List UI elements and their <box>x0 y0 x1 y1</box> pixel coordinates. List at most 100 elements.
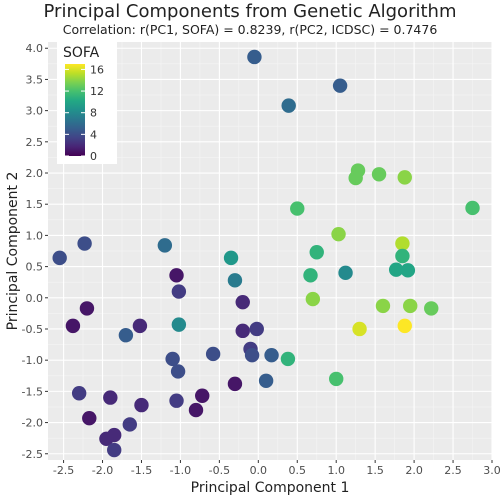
data-point <box>465 200 480 216</box>
data-point <box>79 301 95 316</box>
x-tick-label: -1.5 <box>131 464 152 477</box>
y-axis-ticks: -2.5 -2.0 -1.5 -1.0 -0.5 0.0 0.5 1.0 1.5 2.0 2.5 3.… <box>22 42 48 461</box>
legend-colorbar <box>65 64 85 156</box>
y-tick-label: 2.5 <box>26 136 44 149</box>
data-point <box>338 265 353 281</box>
data-point <box>281 98 296 113</box>
y-tick-label: -2.0 <box>22 417 43 430</box>
legend-label: 4 <box>90 128 97 141</box>
y-tick-label: -2.5 <box>22 448 43 461</box>
data-point <box>195 388 210 403</box>
data-point <box>77 236 92 251</box>
y-tick-label: -1.0 <box>22 354 43 367</box>
data-point <box>103 390 118 405</box>
grid-minor <box>48 42 492 460</box>
data-point <box>244 347 260 363</box>
data-point <box>395 236 410 251</box>
y-tick-label: 3.5 <box>26 73 44 86</box>
data-point <box>332 78 348 93</box>
data-point <box>352 321 367 337</box>
x-tick-label: -2.0 <box>92 464 113 477</box>
data-point <box>205 346 221 362</box>
data-point <box>235 323 250 339</box>
data-point <box>157 238 173 253</box>
data-point <box>71 386 87 401</box>
data-point <box>424 301 439 316</box>
data-point <box>188 402 204 418</box>
x-axis-title: Principal Component 1 <box>191 480 350 496</box>
x-tick-label: -1.0 <box>170 464 191 477</box>
data-point <box>264 347 279 363</box>
data-point <box>280 351 296 367</box>
x-tick-label: 2.0 <box>405 464 423 477</box>
data-point <box>400 263 416 278</box>
x-tick-label: -0.5 <box>209 464 230 477</box>
points-layer <box>52 49 480 458</box>
data-point <box>397 318 412 334</box>
data-point <box>52 250 67 266</box>
x-tick-label: -2.5 <box>53 464 74 477</box>
data-point <box>331 226 346 242</box>
x-tick-label: 0.0 <box>250 464 268 477</box>
x-tick-label: 0.5 <box>289 464 307 477</box>
x-tick-label: 3.0 <box>483 464 500 477</box>
y-axis-title: Principal Component 2 <box>5 172 21 331</box>
chart-title: Principal Components from Genetic Algori… <box>43 1 457 22</box>
color-legend: SOFA 16 12 8 4 0 <box>57 40 117 164</box>
data-point <box>305 291 321 307</box>
data-point <box>227 273 243 288</box>
x-axis-ticks: -2.5 -2.0 -1.5 -1.0 -0.5 0.0 0.5 1.0 1.5 2.0 2.5 3.… <box>53 460 500 477</box>
x-tick-label: 2.5 <box>444 464 462 477</box>
data-point <box>169 268 184 283</box>
data-point <box>171 317 187 332</box>
data-point <box>107 442 122 458</box>
y-tick-label: 1.0 <box>26 229 44 242</box>
chart-subtitle: Correlation: r(PC1, SOFA) = 0.8239, r(PC… <box>62 22 438 37</box>
data-point <box>388 262 404 277</box>
data-point <box>65 318 81 334</box>
data-point <box>303 268 318 283</box>
data-point <box>395 248 410 264</box>
x-tick-label: 1.5 <box>366 464 384 477</box>
data-point <box>309 245 324 260</box>
data-point <box>165 351 180 367</box>
y-tick-label: -1.5 <box>22 385 43 398</box>
data-point <box>223 250 239 266</box>
legend-label: 12 <box>90 85 104 98</box>
data-point <box>403 298 418 314</box>
y-tick-label: 0.5 <box>26 261 44 274</box>
data-point <box>227 376 243 392</box>
data-point <box>134 397 149 413</box>
data-point <box>171 284 187 299</box>
data-point <box>397 170 412 185</box>
data-point <box>249 321 264 337</box>
data-point <box>122 417 137 432</box>
legend-ticks: 16 12 8 4 0 <box>65 63 104 163</box>
data-point <box>169 393 184 408</box>
data-point <box>82 411 97 426</box>
data-point <box>132 318 148 334</box>
data-point <box>235 294 250 310</box>
data-point <box>118 328 134 343</box>
data-point <box>348 170 363 186</box>
y-tick-label: -0.5 <box>22 323 43 336</box>
data-point <box>99 431 114 446</box>
legend-label: 8 <box>90 107 97 120</box>
data-point <box>247 49 262 65</box>
legend-label: 16 <box>90 63 104 76</box>
data-point <box>375 298 391 314</box>
y-tick-label: 4.0 <box>26 42 44 55</box>
data-point <box>258 373 274 388</box>
x-tick-label: 1.0 <box>327 464 345 477</box>
y-tick-label: 2.0 <box>26 167 44 180</box>
data-point <box>290 201 305 216</box>
y-tick-label: 3.0 <box>26 105 44 118</box>
y-tick-label: 1.5 <box>26 198 44 211</box>
legend-label: 0 <box>90 150 97 163</box>
legend-title: SOFA <box>63 45 100 61</box>
data-point <box>371 167 387 182</box>
data-point <box>170 364 186 379</box>
y-tick-label: 0.0 <box>26 292 44 305</box>
